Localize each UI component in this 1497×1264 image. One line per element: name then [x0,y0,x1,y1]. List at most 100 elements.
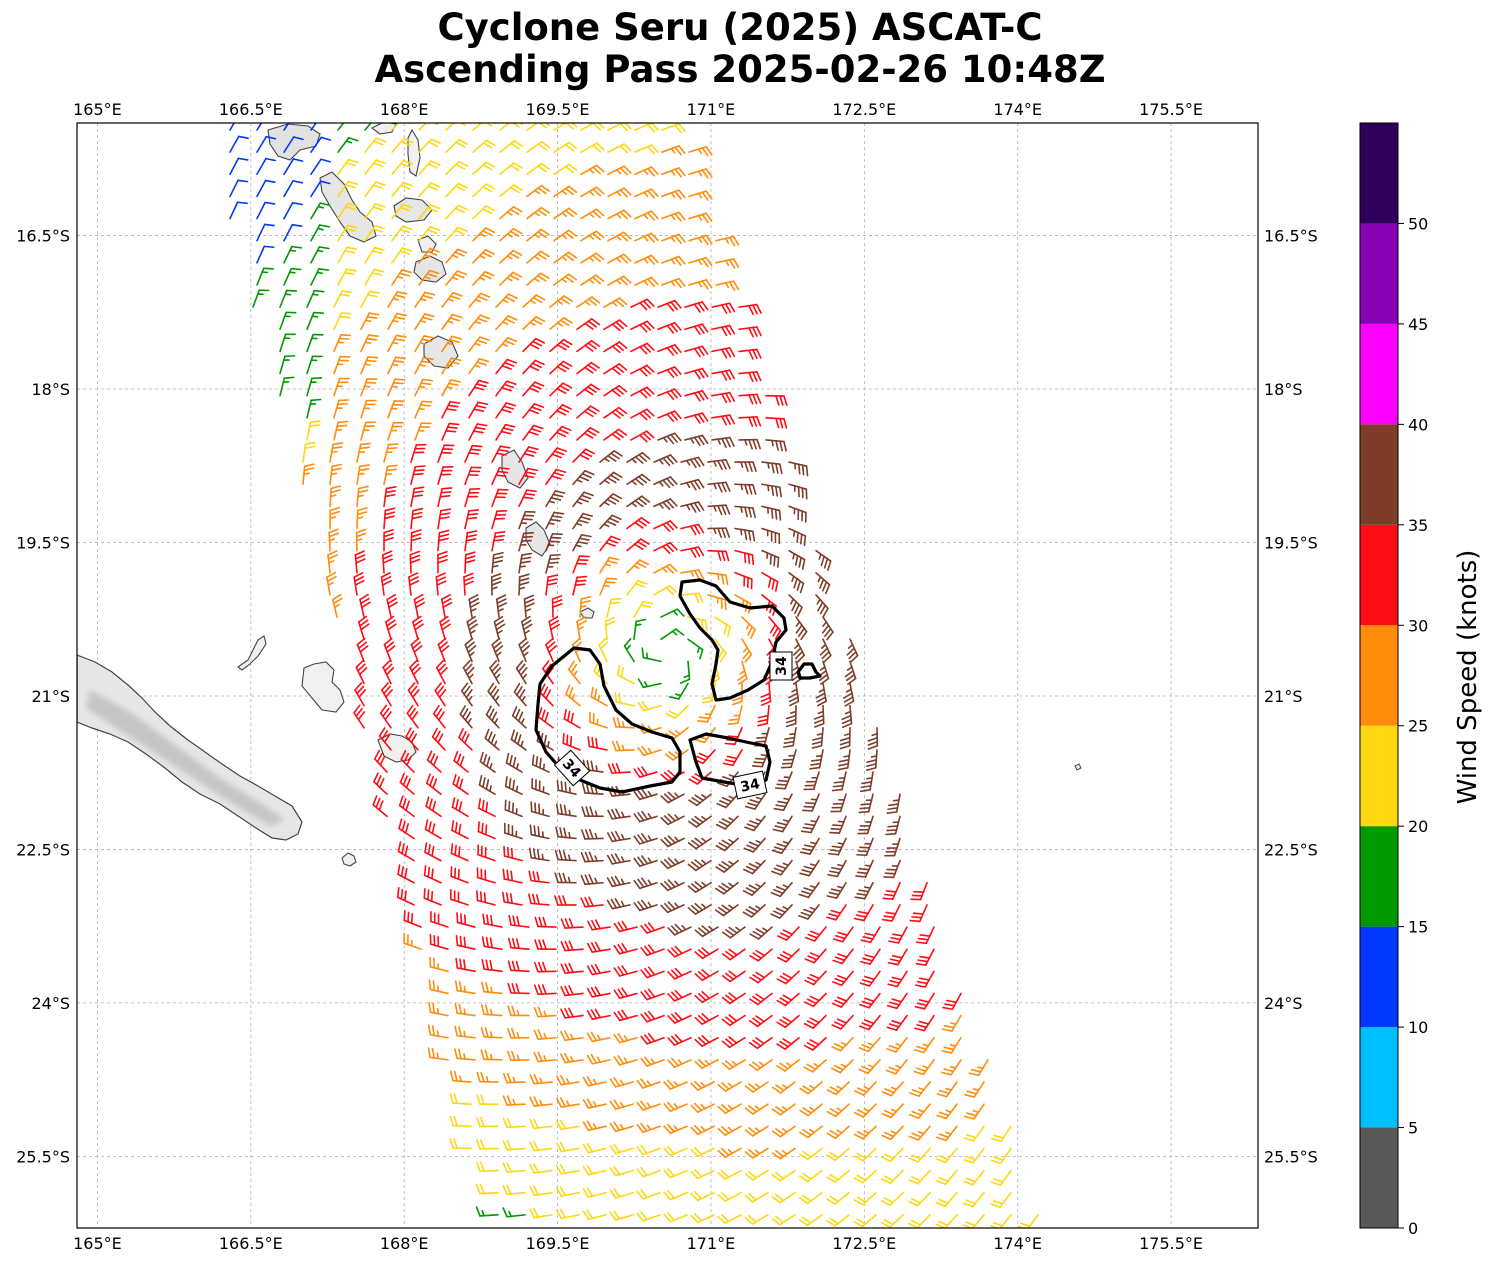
wind-barb [391,247,413,264]
wind-barb [633,877,658,890]
wind-barb [464,509,480,530]
wind-barb [640,1056,665,1067]
colorbar-tick-label: 15 [1408,918,1428,937]
wind-barb [711,391,736,404]
wind-barb [694,969,719,982]
wind-barb [660,813,685,826]
wind-barb [475,1183,499,1195]
wind-barb [590,686,608,707]
wind-barb [942,992,962,1011]
wind-barb [397,864,415,884]
wind-barb [279,289,298,308]
wind-barb [831,970,854,987]
wind-barb [660,857,685,870]
wind-barb [776,948,800,963]
wind-barb [445,248,468,264]
wind-barb [626,473,651,486]
colorbar-bin [1360,123,1398,224]
colorbar-tick-label: 35 [1408,516,1428,535]
wind-barb [549,295,573,308]
wind-barb [379,704,392,729]
wind-barb [734,571,753,590]
wind-barb [383,637,396,663]
wind-barb [788,682,800,707]
wind-barb [476,890,496,906]
wind-barb [661,255,686,267]
wind-barb [688,234,713,246]
wind-barb [826,1147,850,1161]
wind-barb [491,488,509,508]
wind-barb [464,551,476,574]
wind-barb [777,926,800,941]
wind-barb [582,1209,607,1221]
wind-barb [437,508,452,530]
wind-barb [518,552,533,574]
wind-barb [633,899,658,912]
lat-tick-label-right: 22.5°S [1264,840,1318,859]
wind-barb [915,948,935,966]
wind-barb [856,837,874,857]
wind-barb [776,970,800,985]
wind-barb [414,313,435,331]
wind-barb [279,376,295,397]
wind-barb [630,342,655,355]
wind-barb [518,573,530,596]
wind-barb [437,529,450,552]
wind-barb [634,123,659,133]
wind-barb [630,408,655,421]
wind-barb [640,966,665,979]
wind-barb [426,773,442,796]
wind-barb [603,428,628,441]
wind-barb [609,1143,634,1155]
wind-barb [454,1025,476,1039]
wind-barb [329,506,341,530]
colorbar-frame [1359,122,1399,1229]
wind-barb [680,546,705,558]
wind-barb [256,201,276,220]
wind-barb [707,549,730,562]
lat-tick-label-left: 22.5°S [16,840,70,859]
wind-barb [229,179,249,198]
wind-barb [378,727,392,751]
wind-barb [579,595,592,618]
wind-barb [606,898,631,910]
contour-34kt-northeast [678,578,788,702]
wind-barb [734,505,756,519]
wind-barb [576,318,601,331]
wind-barb [711,369,736,381]
wind-barb [714,638,727,663]
wind-barb [553,251,578,264]
wind-barb [765,439,787,452]
ouvea-island [301,661,345,713]
wind-barb [256,135,277,153]
wind-barb [455,934,476,950]
wind-barb [803,1059,827,1073]
wind-barb [636,1122,661,1134]
wind-barb [633,810,658,823]
wind-barb [441,313,463,331]
wind-barb [640,1032,665,1045]
wind-barb [572,534,592,552]
wind-barb [410,637,423,663]
wind-barb [609,1165,634,1177]
wind-barb [560,985,584,997]
wind-barb [391,203,413,220]
wind-barb [580,851,604,863]
lon-tick-label-top: 171°E [687,100,736,119]
wind-barb [721,926,746,939]
wind-barb [306,289,325,308]
wind-barb [398,818,415,840]
wind-barb [776,1036,800,1050]
wind-barb [738,348,762,360]
wind-barb [441,422,460,441]
wind-barb [680,569,704,580]
wind-barb [472,183,496,198]
wind-barb [799,1081,823,1095]
wind-barb [630,320,655,333]
wind-barb [283,180,304,198]
colorbar-bin [1360,826,1398,927]
wind-barb [803,1036,827,1051]
wind-barb [715,235,740,247]
wind-barb [580,142,605,153]
wind-barb [913,1059,935,1076]
